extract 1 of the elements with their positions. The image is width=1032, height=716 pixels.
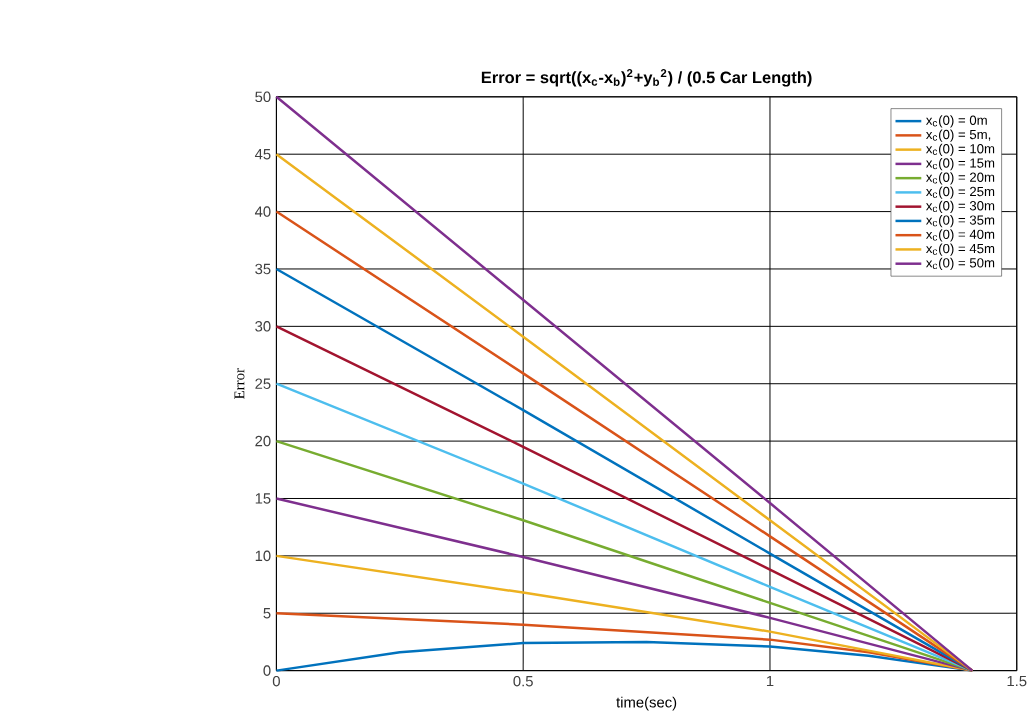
chart-title: Error = sqrt((x$_{c}$-x$_{b}$)$^{2}$+y$_{b}$$^{2}$) / (0.5 Car Length) [481, 69, 812, 87]
